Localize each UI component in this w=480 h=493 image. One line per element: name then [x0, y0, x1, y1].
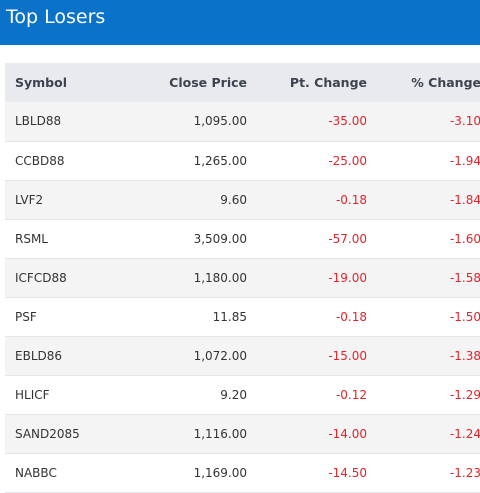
cell-pct-change: -1.60 [367, 219, 480, 259]
top-losers-table-container: Symbol Close Price Pt. Change % Change L… [5, 63, 480, 493]
table-row[interactable]: ICFCD88 1,180.00 -19.00 -1.58 [5, 258, 480, 298]
cell-symbol[interactable]: NABBC [5, 453, 135, 493]
cell-close-price: 11.85 [135, 297, 247, 337]
cell-pct-change: -1.50 [367, 297, 480, 337]
top-losers-table: Symbol Close Price Pt. Change % Change L… [5, 63, 480, 493]
cell-symbol[interactable]: CCBD88 [5, 141, 135, 181]
cell-symbol[interactable]: PSF [5, 297, 135, 337]
table-row[interactable]: LVF2 9.60 -0.18 -1.84 [5, 180, 480, 220]
cell-close-price: 1,116.00 [135, 414, 247, 454]
cell-symbol[interactable]: HLICF [5, 375, 135, 415]
page-header: Top Losers [0, 0, 480, 45]
cell-close-price: 1,072.00 [135, 336, 247, 376]
cell-symbol[interactable]: ICFCD88 [5, 258, 135, 298]
cell-close-price: 1,180.00 [135, 258, 247, 298]
table-header-row: Symbol Close Price Pt. Change % Change [5, 63, 480, 102]
cell-close-price: 1,265.00 [135, 141, 247, 181]
table-row[interactable]: CCBD88 1,265.00 -25.00 -1.94 [5, 141, 480, 181]
table-row[interactable]: EBLD86 1,072.00 -15.00 -1.38 [5, 336, 480, 376]
table-row[interactable]: PSF 11.85 -0.18 -1.50 [5, 297, 480, 337]
cell-pct-change: -1.24 [367, 414, 480, 454]
cell-pt-change: -14.00 [247, 414, 367, 454]
cell-close-price: 1,169.00 [135, 453, 247, 493]
cell-pt-change: -15.00 [247, 336, 367, 376]
column-header-close-price[interactable]: Close Price [169, 75, 247, 90]
cell-pt-change: -14.50 [247, 453, 367, 493]
table-row[interactable]: NABBC 1,169.00 -14.50 -1.23 [5, 453, 480, 493]
cell-pct-change: -1.23 [367, 453, 480, 493]
cell-pct-change: -1.84 [367, 180, 480, 220]
table-row[interactable]: RSML 3,509.00 -57.00 -1.60 [5, 219, 480, 259]
table-row[interactable]: LBLD88 1,095.00 -35.00 -3.10 [5, 102, 480, 142]
cell-close-price: 1,095.00 [135, 102, 247, 142]
table-row[interactable]: HLICF 9.20 -0.12 -1.29 [5, 375, 480, 415]
cell-pct-change: -1.94 [367, 141, 480, 181]
cell-close-price: 9.60 [135, 180, 247, 220]
cell-pct-change: -3.10 [367, 102, 480, 142]
table-row[interactable]: SAND2085 1,116.00 -14.00 -1.24 [5, 414, 480, 454]
cell-pt-change: -0.12 [247, 375, 367, 415]
column-header-symbol[interactable]: Symbol [15, 75, 67, 90]
cell-pt-change: -25.00 [247, 141, 367, 181]
cell-pt-change: -0.18 [247, 297, 367, 337]
cell-close-price: 9.20 [135, 375, 247, 415]
cell-pt-change: -0.18 [247, 180, 367, 220]
cell-pct-change: -1.29 [367, 375, 480, 415]
page-title: Top Losers [6, 6, 106, 28]
cell-symbol[interactable]: SAND2085 [5, 414, 135, 454]
cell-pt-change: -19.00 [247, 258, 367, 298]
cell-close-price: 3,509.00 [135, 219, 247, 259]
column-header-pt-change[interactable]: Pt. Change [289, 75, 367, 90]
cell-pt-change: -57.00 [247, 219, 367, 259]
cell-symbol[interactable]: LBLD88 [5, 102, 135, 142]
cell-symbol[interactable]: EBLD86 [5, 336, 135, 376]
column-header-pct-change[interactable]: % Change [411, 75, 480, 90]
cell-symbol[interactable]: RSML [5, 219, 135, 259]
cell-symbol[interactable]: LVF2 [5, 180, 135, 220]
cell-pct-change: -1.58 [367, 258, 480, 298]
cell-pct-change: -1.38 [367, 336, 480, 376]
cell-pt-change: -35.00 [247, 102, 367, 142]
